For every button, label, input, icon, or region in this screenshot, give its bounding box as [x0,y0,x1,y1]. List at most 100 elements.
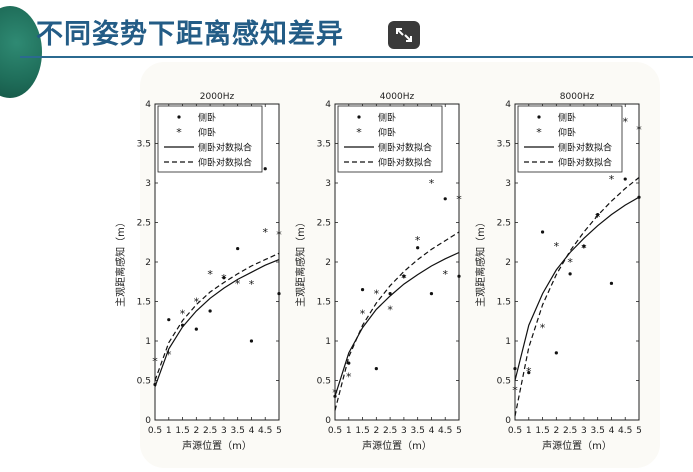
data-point [457,274,461,278]
legend-label: 侧卧 [198,112,216,124]
x-tick-label: 2.5 [383,426,397,436]
data-point [277,292,281,296]
data-point: * [581,242,587,255]
x-tick-label: 5 [456,426,462,436]
y-axis-label: 主观距离感知（m） [474,217,487,307]
data-point [540,230,545,234]
x-tick-label: 3 [581,426,587,436]
data-point [609,281,614,285]
data-point: * [456,193,462,206]
y-tick-label: 3 [505,179,511,189]
legend-label: 仰卧 [198,127,216,139]
data-point [388,292,392,296]
legend-label: 侧卧 [558,112,576,124]
y-tick-label: 4 [145,100,151,110]
legend-box [157,105,263,173]
fit-line [514,177,640,417]
data-point: * [526,365,532,378]
y-tick-label: 2 [145,258,151,268]
data-point: * [194,296,200,309]
y-tick-label: 0 [505,416,511,426]
data-point [374,367,378,371]
x-tick-label: 4.5 [438,426,452,436]
data-point: * [276,228,282,241]
data-point [208,309,212,313]
data-point [429,292,434,296]
y-tick-label: 4 [325,100,331,110]
y-tick-label: 0.5 [497,377,511,387]
data-point: * [262,226,268,239]
legend-label: 仰卧 [378,127,396,139]
y-axis-label: 主观距离感知（m） [114,217,127,307]
legend-marker: * [536,126,542,139]
x-tick-label: 2 [193,426,199,436]
fit-line [514,196,640,381]
data-point: * [429,177,435,190]
x-tick-label: 3 [401,426,407,436]
data-point [568,272,572,276]
data-point [249,339,254,343]
legend-marker: * [176,126,182,139]
data-point: * [166,348,172,361]
y-tick-label: 1 [505,337,511,347]
data-point [236,246,240,251]
data-point [167,318,171,322]
y-tick-label: 4 [505,100,511,110]
y-tick-label: 3 [145,179,151,189]
data-point [194,327,198,331]
x-axis-label: 声源位置（m） [182,439,252,452]
fit-line [154,252,280,381]
title-rule [20,56,693,58]
data-point: * [207,268,213,281]
x-axis-label: 声源位置（m） [362,439,432,452]
x-tick-label: 4 [609,426,615,436]
data-point [416,246,420,250]
y-tick-label: 3.5 [137,140,151,150]
chart-title: 4000Hz [380,92,415,102]
x-tick-label: 4.5 [618,426,632,436]
x-tick-label: 3.5 [591,426,605,436]
y-tick-label: 1 [325,337,331,347]
data-point [527,371,531,375]
y-axis-label: 主观距离感知（m） [294,217,307,307]
x-tick-label: 1.5 [175,426,189,436]
x-tick-label: 1.5 [355,426,369,436]
data-point: * [567,256,573,269]
data-point: * [235,277,241,290]
data-point: * [401,272,407,285]
data-point: * [554,240,560,253]
y-tick-label: 1.5 [317,298,331,308]
legend-box [337,105,443,173]
y-tick-label: 3.5 [497,140,511,150]
data-point: * [249,278,255,291]
x-tick-label: 1 [526,426,532,436]
legend-label: 仰卧 [558,127,576,139]
data-point: * [442,268,448,281]
data-point: * [512,384,518,397]
legend-label: 仰卧对数拟合 [198,157,252,169]
expand-icon[interactable] [388,21,420,49]
y-tick-label: 3 [325,179,331,189]
data-point [222,276,226,280]
legend-label: 仰卧对数拟合 [558,157,612,169]
data-point: * [595,211,601,224]
x-tick-label: 4 [249,426,255,436]
data-point [554,351,558,355]
y-tick-label: 2.5 [317,219,331,229]
y-tick-label: 2 [505,258,511,268]
x-tick-label: 1 [166,426,172,436]
x-tick-label: 0.5 [328,426,342,436]
x-tick-label: 4.5 [258,426,272,436]
chart-panel-4000hz: 4000Hz 0 0.5 1 1.5 2 2.5 3 3.5 4 0.5 1 1.5 2 2.5 3 3.5 4 4… [287,86,467,468]
x-tick-label: 1.5 [535,426,549,436]
legend-marker [537,115,541,119]
data-point: * [622,115,628,128]
chart-panel-2000hz: 2000Hz 0 0.5 1 1.5 2 2.5 3 3.5 4 0.5 1 1.5 2 2.5 3 3.5 4 4… [107,86,287,468]
y-tick-label: 1 [145,337,151,347]
y-tick-label: 0.5 [317,377,331,387]
x-tick-label: 2 [373,426,379,436]
data-point: * [636,123,642,136]
fit-line [334,231,460,411]
y-tick-label: 2 [325,258,331,268]
